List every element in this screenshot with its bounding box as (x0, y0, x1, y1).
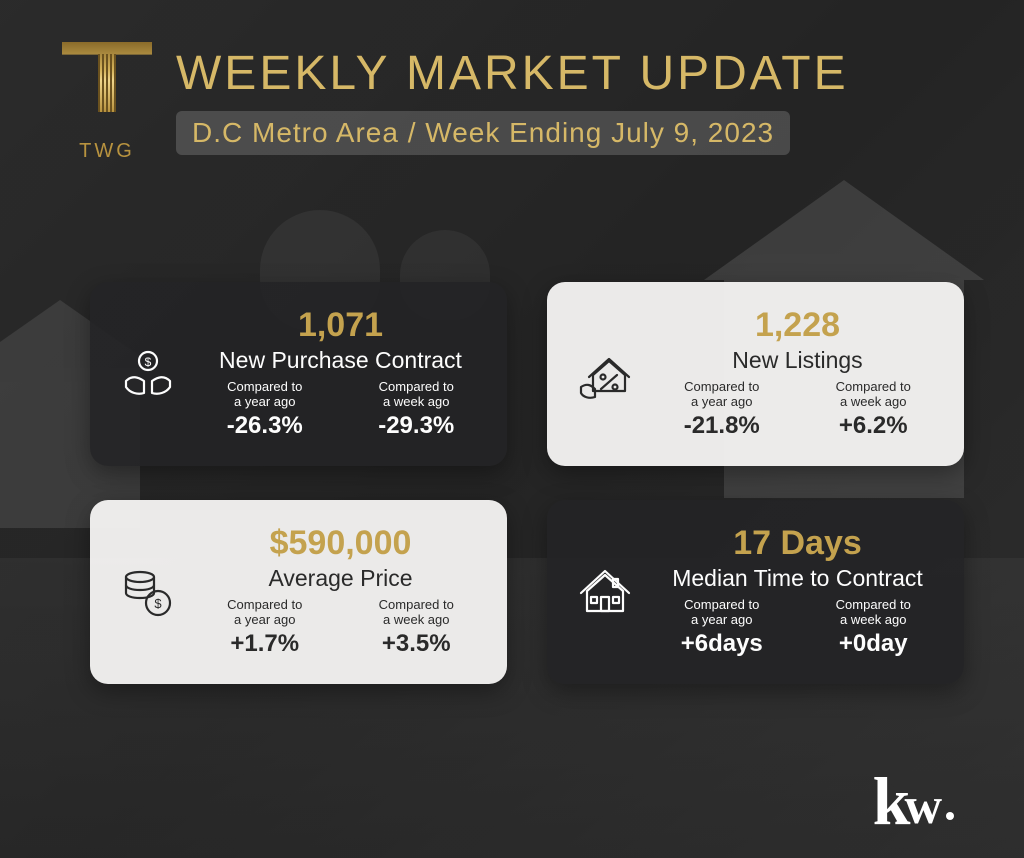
page-title: WEEKLY MARKET UPDATE (176, 46, 849, 101)
compare-year-value: +1.7% (198, 630, 332, 658)
compare-row: Compared toa year ago -26.3% Compared to… (198, 380, 483, 440)
house-simple-icon (569, 559, 641, 623)
compare-week: Compared toa week ago +0day (807, 598, 941, 658)
page-subtitle: D.C Metro Area / Week Ending July 9, 202… (192, 117, 774, 149)
compare-year: Compared toa year ago -26.3% (198, 380, 332, 440)
house-percent-icon (569, 341, 641, 405)
compare-week-value: +0day (807, 630, 941, 658)
metrics-grid: $ 1,071 New Purchase Contract Compared t… (90, 282, 964, 684)
metric-label: Median Time to Contract (655, 565, 940, 592)
compare-year-caption: Compared toa year ago (198, 380, 332, 410)
metric-label: New Listings (655, 347, 940, 374)
hands-coin-icon: $ (112, 341, 184, 405)
kw-logo: kw (873, 774, 954, 828)
compare-year: Compared toa year ago -21.8% (655, 380, 789, 440)
compare-year: Compared toa year ago +6days (655, 598, 789, 658)
svg-text:$: $ (154, 596, 162, 611)
compare-week-caption: Compared toa week ago (807, 380, 941, 410)
metric-body: 1,228 New Listings Compared toa year ago… (655, 306, 940, 440)
compare-year-value: -26.3% (198, 412, 332, 440)
compare-year-value: -21.8% (655, 412, 789, 440)
metric-card-median-time-to-contract: 17 Days Median Time to Contract Compared… (547, 500, 964, 684)
twg-logo: TWG (62, 42, 152, 163)
compare-week-caption: Compared toa week ago (350, 380, 484, 410)
compare-week-caption: Compared toa week ago (350, 598, 484, 628)
compare-row: Compared toa year ago -21.8% Compared to… (655, 380, 940, 440)
compare-row: Compared toa year ago +6days Compared to… (655, 598, 940, 658)
metric-value: 1,071 (198, 306, 483, 345)
metric-card-new-listings: 1,228 New Listings Compared toa year ago… (547, 282, 964, 466)
compare-week-value: +6.2% (807, 412, 941, 440)
metric-value: 1,228 (655, 306, 940, 345)
metric-label: New Purchase Contract (198, 347, 483, 374)
metric-label: Average Price (198, 565, 483, 592)
compare-year-caption: Compared toa year ago (655, 380, 789, 410)
compare-year-caption: Compared toa year ago (655, 598, 789, 628)
metric-card-average-price: $ $590,000 Average Price Compared toa ye… (90, 500, 507, 684)
metric-card-new-purchase-contract: $ 1,071 New Purchase Contract Compared t… (90, 282, 507, 466)
compare-week-caption: Compared toa week ago (807, 598, 941, 628)
compare-week: Compared toa week ago -29.3% (350, 380, 484, 440)
metric-body: $590,000 Average Price Compared toa year… (198, 524, 483, 658)
metric-value: 17 Days (655, 524, 940, 563)
header: WEEKLY MARKET UPDATE D.C Metro Area / We… (176, 46, 849, 155)
compare-year-caption: Compared toa year ago (198, 598, 332, 628)
metric-body: 1,071 New Purchase Contract Compared toa… (198, 306, 483, 440)
svg-text:$: $ (145, 355, 152, 369)
coins-stack-icon: $ (112, 559, 184, 623)
compare-week: Compared toa week ago +6.2% (807, 380, 941, 440)
compare-year-value: +6days (655, 630, 789, 658)
subtitle-container: D.C Metro Area / Week Ending July 9, 202… (176, 111, 790, 155)
compare-year: Compared toa year ago +1.7% (198, 598, 332, 658)
metric-body: 17 Days Median Time to Contract Compared… (655, 524, 940, 658)
compare-week-value: -29.3% (350, 412, 484, 440)
compare-row: Compared toa year ago +1.7% Compared toa… (198, 598, 483, 658)
compare-week-value: +3.5% (350, 630, 484, 658)
compare-week: Compared toa week ago +3.5% (350, 598, 484, 658)
metric-value: $590,000 (198, 524, 483, 563)
twg-monogram-text: TWG (79, 140, 135, 163)
